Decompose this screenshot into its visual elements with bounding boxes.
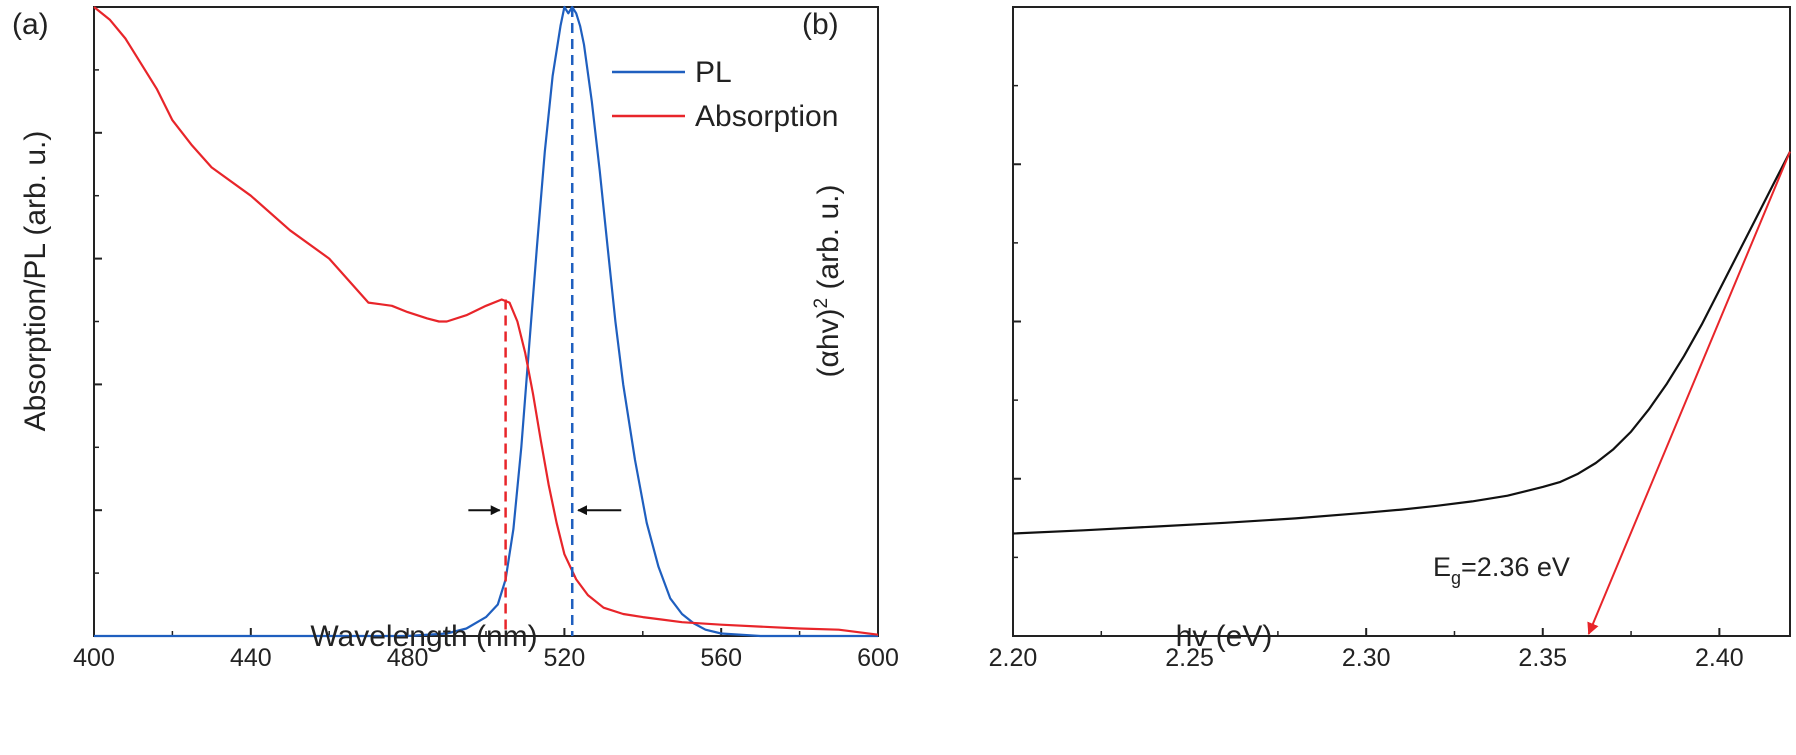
legend-label-absorption: Absorption <box>695 100 838 133</box>
panel-a-xtick-label: 480 <box>387 644 429 672</box>
panel-a-legend: PL Absorption <box>612 56 838 133</box>
panel-b-ylabel-suffix: (arb. u.) <box>812 185 845 298</box>
panel-b: (b) 2.20 2.25 2.30 2.35 2.40 Eg=2.36 eV hv (e… <box>802 6 1791 672</box>
eg-value: =2.36 eV <box>1461 552 1570 582</box>
panel-b-xtick-label: 2.30 <box>1342 644 1391 672</box>
eg-subscript: g <box>1451 568 1461 588</box>
panel-b-xtick-label: 2.20 <box>989 644 1038 672</box>
panel-b-ylabel: (αhv)2 (arb. u.) <box>811 185 845 378</box>
panel-a-ylabel: Absorption/PL (arb. u.) <box>19 131 52 432</box>
panel-a: (a) 400 440 480 520 560 600 PL Absorption Wavel… <box>12 5 899 672</box>
panel-b-ylabel-superscript: 2 <box>811 298 832 309</box>
panel-b-series-tauc-curve-line <box>1012 151 1791 535</box>
panel-b-xtick-label: 2.25 <box>1165 644 1214 672</box>
panel-b-frame <box>1012 6 1791 637</box>
panel-a-plot-area: 400 440 480 520 560 600 PL Absorption <box>73 5 899 672</box>
panel-a-label: (a) <box>12 8 49 41</box>
panel-a-xlabel: Wavelength (nm) <box>310 620 537 653</box>
panel-a-xtick-label: 560 <box>700 644 742 672</box>
eg-base: E <box>1433 552 1451 582</box>
panel-a-series-absorption-line <box>93 6 879 636</box>
panel-b-label: (b) <box>802 8 839 41</box>
panel-b-eg-annotation: Eg=2.36 eV <box>1433 552 1570 588</box>
panel-a-xtick-label: 400 <box>73 644 115 672</box>
legend-label-pl: PL <box>695 56 732 89</box>
panel-a-xtick-label: 520 <box>544 644 586 672</box>
panel-b-xlabel: hv (eV) <box>1176 620 1273 653</box>
panel-a-xtick-label: 600 <box>857 644 899 672</box>
panel-a-xtick-label: 440 <box>230 644 272 672</box>
panel-a-series-pl-line <box>94 5 878 638</box>
panel-b-ylabel-base: (αhv) <box>812 308 845 377</box>
panel-b-xtick-label: 2.35 <box>1518 644 1567 672</box>
panel-b-plot-area: 2.20 2.25 2.30 2.35 2.40 Eg=2.36 eV <box>989 6 1791 672</box>
panel-b-tangent-arrow <box>1587 151 1791 635</box>
panel-b-xtick-label: 2.40 <box>1695 644 1744 672</box>
